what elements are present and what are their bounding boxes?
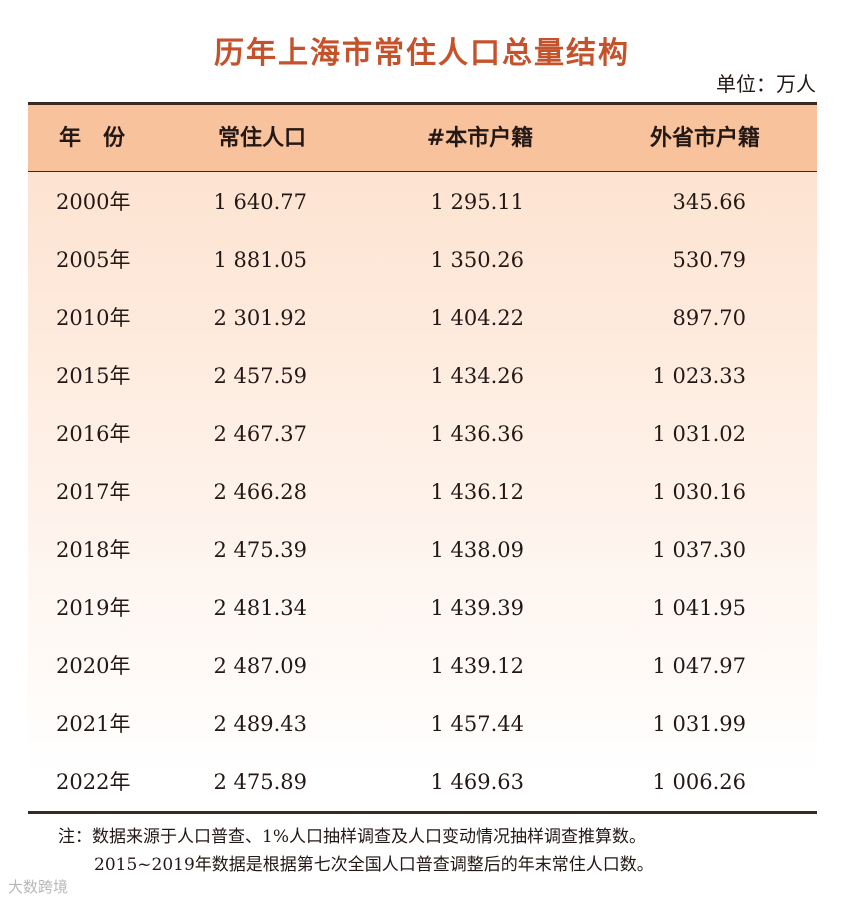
header-cell: 外省市户籍: [649, 125, 760, 151]
year-cell: 2021年: [56, 712, 131, 736]
value-cell: 1 031.02: [652, 422, 746, 446]
year-cell: 2022年: [56, 770, 131, 794]
year-cell: 2019年: [56, 596, 131, 620]
header-cell: 年 份: [58, 125, 125, 151]
value-cell: 2 487.09: [213, 654, 307, 678]
header-cell: 常住人口: [217, 125, 306, 151]
value-cell: 345.66: [672, 190, 746, 214]
header-cell: #本市户籍: [426, 125, 534, 151]
value-cell: 1 438.09: [430, 538, 524, 562]
value-cell: 1 404.22: [430, 306, 524, 330]
value-cell: 1 023.33: [652, 364, 746, 388]
value-cell: 1 030.16: [652, 480, 746, 504]
value-cell: 1 436.12: [430, 480, 524, 504]
value-cell: 2 466.28: [213, 480, 307, 504]
table: 年 份 常住人口 #本市户籍 外省市户籍 2000年 1 640.77 1 295.11 3…: [28, 102, 817, 814]
value-cell: 1 439.12: [430, 654, 524, 678]
value-cell: 2 457.59: [213, 364, 307, 388]
year-cell: 2020年: [56, 654, 131, 678]
value-cell: 1 295.11: [430, 190, 524, 214]
value-cell: 1 031.99: [652, 712, 746, 736]
note: 注：数据来源于人口普查、1%人口抽样调查及人口变动情况抽样调查推算数。: [58, 827, 646, 847]
unit: 单位：万人: [716, 72, 816, 96]
year-cell: 2016年: [56, 422, 131, 446]
value-cell: 2 301.92: [213, 306, 307, 330]
value-cell: 2 475.89: [213, 770, 307, 794]
value-cell: 2 467.37: [213, 422, 307, 446]
year-cell: 2018年: [56, 538, 131, 562]
value-cell: 1 037.30: [652, 538, 746, 562]
title: 历年上海市常住人口总量结构: [214, 36, 630, 71]
value-cell: 1 469.63: [430, 770, 524, 794]
year-cell: 2000年: [56, 190, 131, 214]
value-cell: 1 047.97: [652, 654, 746, 678]
value-cell: 1 006.26: [652, 770, 746, 794]
value-cell: 2 475.39: [213, 538, 307, 562]
value-cell: 1 436.36: [430, 422, 524, 446]
year-cell: 2017年: [56, 480, 131, 504]
value-cell: 2 481.34: [213, 596, 307, 620]
value-cell: 2 489.43: [213, 712, 307, 736]
value-cell: 897.70: [672, 306, 746, 330]
year-cell: 2010年: [56, 306, 131, 330]
value-cell: 1 640.77: [213, 190, 307, 214]
table-header: 年 份 常住人口 #本市户籍 外省市户籍: [28, 105, 817, 172]
value-cell: 1 350.26: [430, 248, 524, 272]
value-cell: 1 434.26: [430, 364, 524, 388]
value-cell: 1 457.44: [430, 712, 524, 736]
year-cell: 2015年: [56, 364, 131, 388]
value-cell: 1 439.39: [430, 596, 524, 620]
value-cell: 530.79: [672, 248, 746, 272]
watermark: 大数跨境: [8, 878, 69, 896]
value-cell: 1 881.05: [213, 248, 307, 272]
year-cell: 2005年: [56, 248, 131, 272]
note: 2015~2019年数据是根据第七次全国人口普查调整后的年末常住人口数。: [94, 855, 654, 875]
value-cell: 1 041.95: [652, 596, 746, 620]
